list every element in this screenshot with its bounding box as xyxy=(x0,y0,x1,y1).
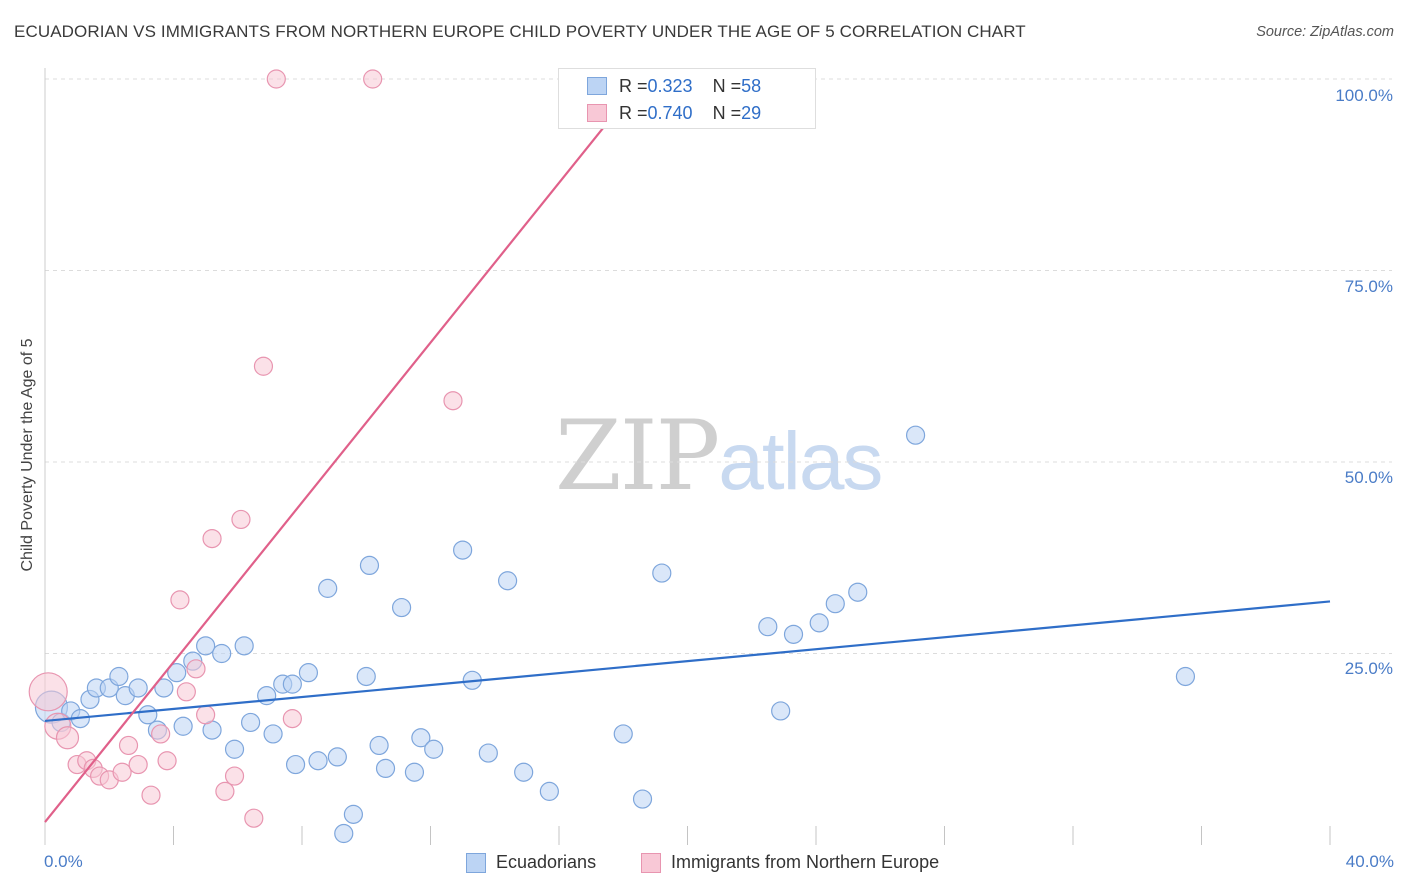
y-tick-label-25: 25.0% xyxy=(1344,659,1393,678)
ecuadorian-point xyxy=(343,804,363,824)
legend-label-northern-europe: Immigrants from Northern Europe xyxy=(671,852,940,872)
correlation-legend: R = 0.323 N = 58 R = 0.740 N = 29 xyxy=(558,68,816,129)
watermark-zip: ZIP xyxy=(555,400,720,512)
ecuadorian-point xyxy=(652,563,672,583)
ecuadorian-point xyxy=(318,578,338,598)
ecuadorian-point xyxy=(404,762,425,782)
ecuadorian-point xyxy=(758,617,778,637)
northern-europe-point xyxy=(112,762,132,782)
ecuadorian-point xyxy=(424,739,444,759)
legend-r-value: 0.323 xyxy=(647,75,693,96)
ecuadorian-point xyxy=(327,747,347,767)
northern-europe-point xyxy=(282,709,302,729)
northern-europe-point xyxy=(224,766,245,786)
northern-europe-point xyxy=(443,391,463,411)
legend-row-ecuadorians: R = 0.323 N = 58 xyxy=(619,73,761,99)
legend-n-value: 58 xyxy=(741,75,762,96)
northern-europe-point xyxy=(170,590,190,610)
northern-europe-trend-line xyxy=(44,78,644,823)
ecuadorian-point xyxy=(453,540,473,560)
ecuadorian-point xyxy=(539,781,559,801)
y-tick-label-75: 75.0% xyxy=(1344,277,1393,296)
y-tick-label-50: 50.0% xyxy=(1344,468,1393,487)
northern-europe-point xyxy=(151,724,171,744)
northern-europe-point xyxy=(176,682,196,702)
ecuadorian-point xyxy=(263,724,283,744)
ecuadorian-point xyxy=(809,613,829,633)
ecuadorian-point xyxy=(375,758,396,779)
ecuadorian-point xyxy=(128,678,148,698)
ecuadorian-point xyxy=(109,666,129,687)
legend-swatch-pink xyxy=(641,852,661,873)
northern-europe-point xyxy=(55,726,80,750)
ecuadorian-point xyxy=(356,666,376,687)
ecuadorian-point xyxy=(308,751,328,771)
ecuadorian-point xyxy=(282,674,302,694)
ecuadorian-point xyxy=(369,735,389,756)
x-tick-label-max: 40.0% xyxy=(1345,852,1394,871)
ecuadorian-point xyxy=(212,643,232,664)
ecuadorian-point xyxy=(905,425,926,445)
ecuadorian-point xyxy=(167,663,187,683)
northern-europe-point xyxy=(266,69,286,89)
legend-item-ecuadorians: Ecuadorians xyxy=(466,852,596,873)
legend-item-northern-europe: Immigrants from Northern Europe xyxy=(641,852,939,873)
ecuadorian-point xyxy=(411,728,431,748)
northern-europe-point xyxy=(141,785,161,805)
legend-label-ecuadorians: Ecuadorians xyxy=(496,852,597,872)
northern-europe-point xyxy=(215,781,235,801)
northern-europe-point xyxy=(28,672,68,712)
northern-europe-point xyxy=(253,356,274,376)
y-tick-label-100: 100.0% xyxy=(1335,86,1393,105)
ecuadorian-point xyxy=(848,582,868,602)
ecuadorian-point xyxy=(285,754,306,775)
ecuadorian-point xyxy=(241,712,261,733)
legend-r-value: 0.740 xyxy=(647,102,693,123)
northern-europe-point xyxy=(157,751,177,771)
ecuadorian-point xyxy=(514,762,534,782)
northern-europe-point xyxy=(363,69,383,89)
x-tick-label-min: 0.0% xyxy=(44,852,83,871)
ecuadorian-point xyxy=(391,597,412,618)
ecuadorian-point xyxy=(498,571,518,591)
ecuadorian-point xyxy=(771,701,791,721)
legend-n-value: 29 xyxy=(741,102,762,123)
legend-swatch-blue xyxy=(466,852,486,873)
legend-r-label: R = xyxy=(619,75,648,96)
legend-n-label: N = xyxy=(712,75,742,96)
ecuadorian-point xyxy=(825,594,845,614)
ecuadorian-point xyxy=(783,624,804,644)
legend-n-label: N = xyxy=(712,102,742,123)
ecuadorian-point xyxy=(632,789,653,809)
ecuadorian-point xyxy=(359,555,380,576)
ecuadorian-point xyxy=(196,636,216,656)
ecuadorian-point xyxy=(478,743,498,763)
northern-europe-point xyxy=(186,659,206,679)
legend-swatch-blue xyxy=(587,77,607,95)
legend-row-northern-europe: R = 0.740 N = 29 xyxy=(619,100,761,126)
ecuadorian-point xyxy=(1175,666,1196,687)
northern-europe-point xyxy=(118,735,139,756)
ecuadorian-point xyxy=(234,636,254,656)
legend-swatch-pink xyxy=(587,104,607,122)
source-label: Source: ZipAtlas.com xyxy=(1256,24,1394,40)
ecuadorian-point xyxy=(138,705,158,725)
legend-r-label: R = xyxy=(619,102,648,123)
northern-europe-point xyxy=(202,528,222,549)
ecuadorian-point xyxy=(613,724,633,744)
ecuadorian-trend-line xyxy=(44,600,1331,723)
ecuadorian-point xyxy=(154,678,174,698)
northern-europe-point xyxy=(244,808,264,828)
northern-europe-point xyxy=(231,509,251,530)
ecuadorian-point xyxy=(173,716,193,736)
northern-europe-point xyxy=(128,754,148,775)
chart-title: ECUADORIAN VS IMMIGRANTS FROM NORTHERN E… xyxy=(14,22,1026,41)
northern-europe-point xyxy=(196,705,216,725)
ecuadorian-point xyxy=(224,739,245,759)
ecuadorian-point xyxy=(334,823,354,844)
ecuadorian-point xyxy=(298,663,319,683)
